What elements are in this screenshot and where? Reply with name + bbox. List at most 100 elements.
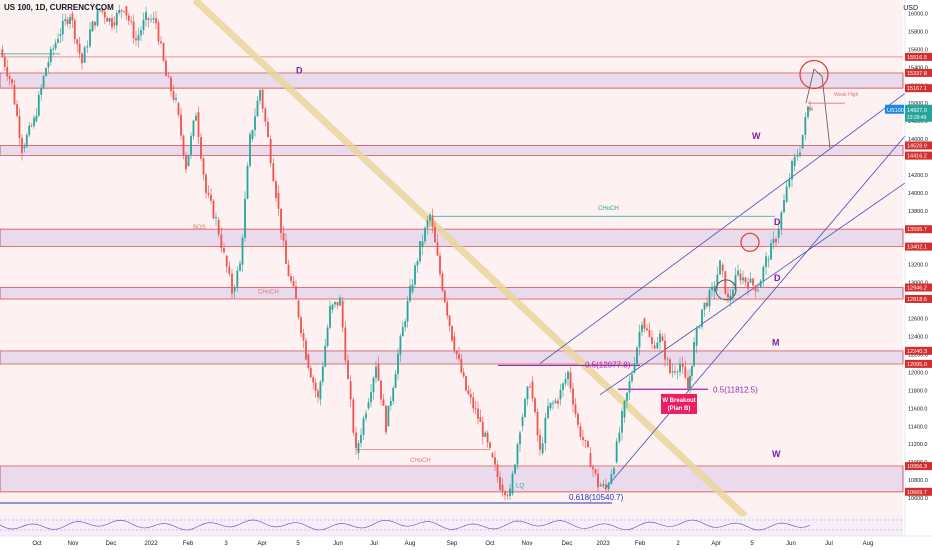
candle-body (529, 386, 531, 388)
candle-body (49, 49, 52, 63)
candle-body (45, 67, 47, 77)
candle-body (494, 457, 496, 465)
candle-body (165, 60, 167, 76)
candle-body (167, 76, 170, 78)
x-tick-label: Aug (405, 541, 416, 547)
x-tick-label: Jun (786, 541, 796, 547)
x-tick-label: Nov (522, 541, 533, 547)
candle-body (414, 265, 416, 285)
candle-body (28, 125, 31, 136)
candle-body (618, 432, 621, 442)
candle-body (783, 199, 785, 213)
candle-body (147, 17, 150, 20)
candle-body (426, 220, 429, 228)
candle-body (339, 297, 341, 306)
candle-body (324, 345, 327, 367)
current-price-label: 14927.0 (907, 108, 927, 114)
candle-body (481, 421, 484, 437)
y-tick-label: 10600.0 (908, 496, 928, 502)
candle-body (387, 405, 390, 427)
candle-body (142, 19, 145, 31)
candle-body (200, 137, 202, 159)
candle-body (89, 29, 91, 47)
candle-body (321, 366, 324, 382)
candle-body (380, 380, 382, 400)
candle-body (367, 402, 370, 409)
candle-body (419, 241, 421, 262)
candle-body (742, 277, 744, 281)
candle-body (282, 233, 285, 241)
candle-body (349, 381, 352, 400)
candle-body (416, 261, 419, 266)
candle-body (35, 115, 38, 122)
candle-body (64, 19, 67, 22)
level-tag-box (905, 346, 932, 355)
candle-body (605, 484, 607, 489)
y-tick-label: 15600.0 (908, 47, 928, 53)
candle-body (767, 259, 770, 261)
candle-body (292, 281, 295, 287)
candle-body (460, 359, 463, 373)
candle-body (479, 417, 482, 422)
candle-body (1, 49, 4, 57)
circle-mid (740, 232, 760, 252)
candle-body (691, 365, 693, 376)
channel-lower (604, 129, 911, 490)
candle-body (628, 381, 631, 393)
candle-body (94, 21, 96, 26)
level-tag-box (905, 487, 932, 496)
candle-body (187, 154, 190, 167)
candle-body (539, 435, 541, 450)
candle-body (272, 163, 275, 182)
level-tag-label: 10669.7 (907, 490, 927, 496)
candle-body (574, 404, 577, 415)
y-tick-label: 15800.0 (908, 29, 928, 35)
x-tick-label: Jul (825, 541, 833, 547)
candle-body (689, 375, 691, 391)
candle-body (744, 277, 747, 283)
candle-body (135, 38, 137, 41)
candle-body (472, 397, 475, 409)
candle-body (6, 66, 9, 77)
candle-body (21, 138, 23, 153)
candle-body (676, 371, 679, 373)
candle-body (785, 186, 788, 202)
candle-body (638, 331, 641, 348)
candle-body (40, 87, 43, 95)
candle-body (701, 309, 703, 327)
candle-body (115, 12, 118, 26)
annotation-breakout-1: W Breakout (662, 398, 695, 404)
candle-body (241, 237, 244, 265)
candle-body (721, 264, 724, 272)
level-tag-box (905, 68, 932, 77)
candle-body (162, 43, 165, 61)
candle-body (47, 62, 50, 68)
candle-body (536, 412, 539, 436)
candle-body (687, 377, 689, 391)
candle-body (602, 484, 605, 487)
candle-body (607, 483, 610, 490)
candle-body (729, 295, 732, 301)
candle-body (249, 134, 251, 166)
candle-body (23, 146, 26, 149)
candle-body (244, 198, 246, 238)
x-tick-label: 2022 (144, 541, 158, 547)
y-tick-label: 14000.0 (908, 191, 928, 197)
candle-body (372, 377, 375, 393)
y-tick-label: 12000.0 (908, 370, 928, 376)
candle-body (623, 400, 626, 418)
candle-body (370, 392, 372, 403)
candle-body (496, 464, 499, 478)
candle-body (509, 488, 511, 497)
candle-body (516, 444, 519, 465)
candle-body (799, 152, 801, 156)
candle-body (569, 372, 572, 389)
candle-body (399, 336, 402, 355)
candle-body (674, 371, 676, 373)
zone-1 (0, 145, 904, 156)
annotation-bos: BOS (193, 225, 206, 231)
candle-body (54, 42, 57, 49)
candle-body (99, 9, 101, 11)
level-tag-box (905, 141, 932, 150)
